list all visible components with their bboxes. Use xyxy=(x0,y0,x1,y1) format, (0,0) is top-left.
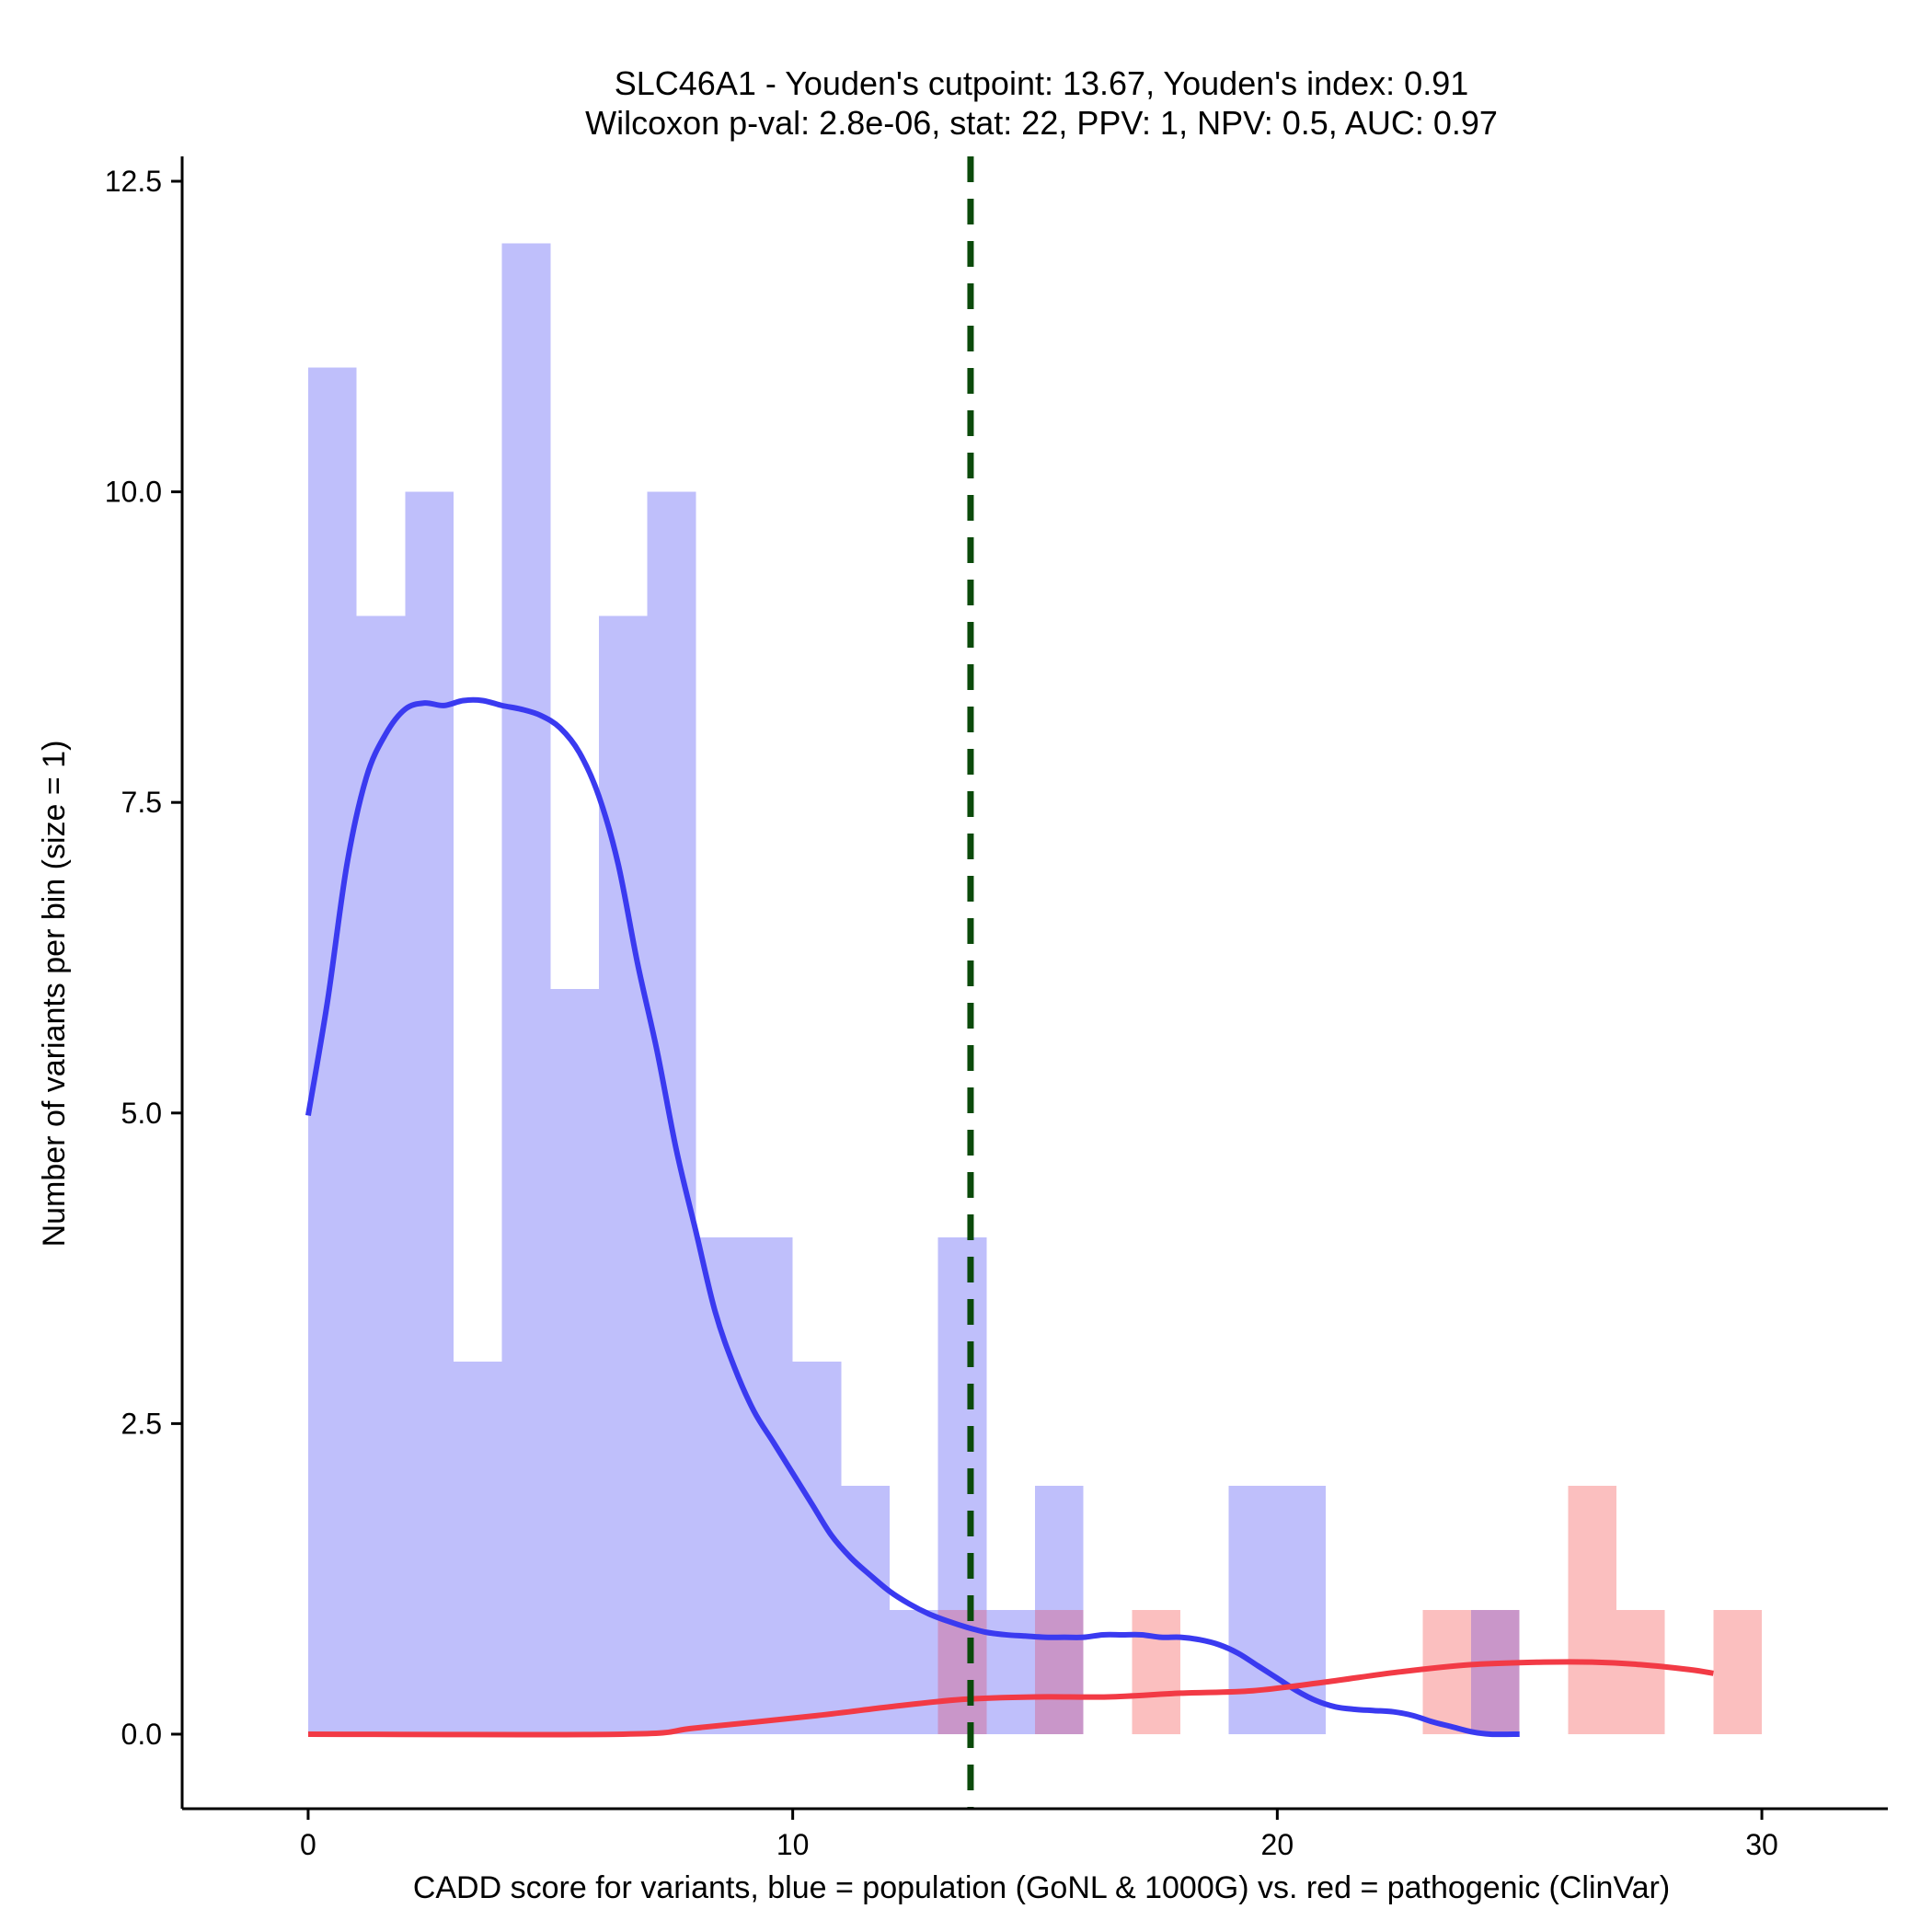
density-curves xyxy=(305,696,1714,1738)
population-bar xyxy=(696,1236,744,1734)
y-tick-label: 2.5 xyxy=(121,1407,162,1440)
population-bar xyxy=(986,1609,1035,1734)
pathogenic-bars xyxy=(937,1485,1763,1734)
axes: 0.0 2.5 5.0 7.5 10.0 12.5 0 10 20 30 xyxy=(105,156,1888,1861)
pathogenic-bar xyxy=(1422,1609,1472,1734)
x-tick-label: 30 xyxy=(1745,1828,1778,1861)
overlap-bar xyxy=(1035,1609,1084,1734)
population-bar xyxy=(598,615,648,1734)
y-tick-label: 7.5 xyxy=(121,786,162,819)
y-tick-label: 10.0 xyxy=(105,476,162,509)
pathogenic-bar xyxy=(1616,1609,1665,1734)
population-bar xyxy=(405,491,454,1734)
population-bar xyxy=(501,243,551,1734)
population-bar xyxy=(889,1609,938,1734)
population-bar xyxy=(841,1485,890,1734)
y-tick-label: 0.0 xyxy=(121,1718,162,1751)
pathogenic-density-line xyxy=(307,1659,1714,1738)
population-bars xyxy=(307,243,1520,1734)
population-bar xyxy=(453,1361,502,1734)
y-tick-label: 12.5 xyxy=(105,165,162,198)
population-bar xyxy=(307,367,357,1734)
pathogenic-bar xyxy=(1713,1609,1763,1734)
x-tick-label: 20 xyxy=(1261,1828,1294,1861)
pathogenic-bar xyxy=(1132,1609,1181,1734)
overlap-bar xyxy=(1471,1609,1520,1734)
pathogenic-bar xyxy=(1568,1485,1617,1734)
population-bar xyxy=(1277,1485,1327,1734)
chart-title: SLC46A1 - Youden's cutpoint: 13.67, Youd… xyxy=(585,64,1498,142)
chart-title-line-2: Wilcoxon p-val: 2.8e-06, stat: 22, PPV: … xyxy=(585,104,1498,142)
population-bar xyxy=(743,1236,793,1734)
population-bar xyxy=(550,988,599,1734)
x-axis-title: CADD score for variants, blue = populati… xyxy=(413,1870,1670,1905)
chart-title-line-1: SLC46A1 - Youden's cutpoint: 13.67, Youd… xyxy=(615,64,1469,102)
population-density-line xyxy=(305,696,1520,1738)
population-bar xyxy=(356,615,406,1734)
population-bar xyxy=(792,1361,842,1734)
y-axis-title: Number of variants per bin (size = 1) xyxy=(37,741,72,1248)
y-tick-label: 5.0 xyxy=(121,1097,162,1130)
population-bar xyxy=(1228,1485,1278,1734)
x-tick-label: 10 xyxy=(776,1828,810,1861)
x-tick-label: 0 xyxy=(300,1828,316,1861)
